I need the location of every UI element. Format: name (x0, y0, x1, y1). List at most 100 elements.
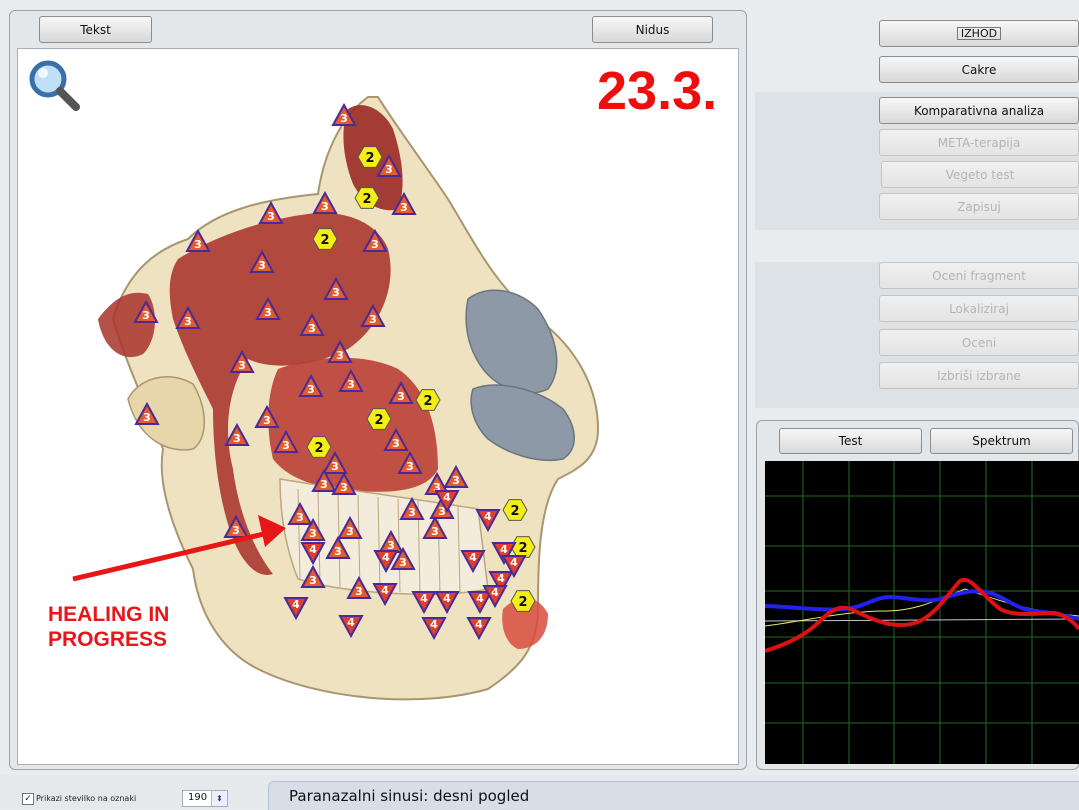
marker-size-value: 190 (188, 792, 208, 803)
vegeto-test-button[interactable]: Vegeto test (881, 161, 1079, 188)
marker-level-3[interactable]: 3 (258, 200, 284, 224)
marker-level-4[interactable]: 4 (373, 550, 399, 574)
marker-level-4[interactable]: 4 (434, 490, 460, 514)
marker-level-3[interactable]: 3 (255, 296, 281, 320)
komparativna-analiza-button[interactable]: Komparativna analiza (879, 97, 1079, 124)
marker-level-4[interactable]: 4 (338, 615, 364, 639)
marker-level-2[interactable]: 2 (306, 436, 332, 458)
marker-level-3[interactable]: 3 (391, 191, 417, 215)
svg-text:4: 4 (430, 618, 438, 631)
tekst-button[interactable]: Tekst (39, 16, 152, 43)
marker-level-3[interactable]: 3 (254, 404, 280, 428)
marker-level-2[interactable]: 2 (415, 389, 441, 411)
marker-level-4[interactable]: 4 (283, 597, 309, 621)
marker-level-3[interactable]: 3 (185, 228, 211, 252)
marker-level-3[interactable]: 3 (224, 422, 250, 446)
marker-level-3[interactable]: 3 (323, 276, 349, 300)
marker-level-3[interactable]: 3 (311, 468, 337, 492)
marker-level-3[interactable]: 3 (223, 514, 249, 538)
spinner-arrows-icon[interactable]: ⬍ (211, 791, 227, 806)
marker-level-3[interactable]: 3 (299, 312, 325, 336)
zapisuj-button[interactable]: Zapisuj (879, 193, 1079, 220)
marker-level-3[interactable]: 3 (287, 501, 313, 525)
marker-level-3[interactable]: 3 (133, 299, 159, 323)
marker-level-3[interactable]: 3 (422, 515, 448, 539)
marker-level-2[interactable]: 2 (366, 408, 392, 430)
svg-text:3: 3 (321, 200, 329, 213)
svg-text:4: 4 (420, 592, 428, 605)
show-number-label: Prikazi stevilko na oznaki (36, 794, 137, 803)
marker-level-4[interactable]: 4 (491, 542, 517, 566)
marker-level-4[interactable]: 4 (372, 583, 398, 607)
test-tab[interactable]: Test (779, 428, 922, 454)
marker-level-3[interactable]: 3 (331, 102, 357, 126)
marker-level-4[interactable]: 4 (475, 509, 501, 533)
marker-level-3[interactable]: 3 (312, 190, 338, 214)
marker-level-4[interactable]: 4 (501, 555, 527, 579)
marker-level-2[interactable]: 2 (354, 187, 380, 209)
marker-level-2[interactable]: 2 (510, 590, 536, 612)
marker-level-3[interactable]: 3 (249, 249, 275, 273)
marker-level-3[interactable]: 3 (273, 429, 299, 453)
marker-level-3[interactable]: 3 (383, 427, 409, 451)
marker-level-2[interactable]: 2 (357, 146, 383, 168)
svg-text:3: 3 (184, 315, 192, 328)
marker-level-4[interactable]: 4 (466, 617, 492, 641)
oceni-button[interactable]: Oceni (879, 329, 1079, 356)
marker-level-3[interactable]: 3 (298, 373, 324, 397)
svg-text:4: 4 (510, 556, 518, 569)
marker-level-2[interactable]: 2 (502, 499, 528, 521)
marker-level-2[interactable]: 2 (312, 228, 338, 250)
svg-text:3: 3 (355, 585, 363, 598)
marker-level-4[interactable]: 4 (467, 591, 493, 615)
healing-arrow (72, 515, 286, 582)
svg-text:4: 4 (491, 586, 499, 599)
nidus-button[interactable]: Nidus (592, 16, 713, 43)
svg-text:3: 3 (307, 383, 315, 396)
marker-level-4[interactable]: 4 (300, 542, 326, 566)
svg-text:2: 2 (518, 595, 527, 610)
marker-level-3[interactable]: 3 (325, 535, 351, 559)
marker-level-3[interactable]: 3 (360, 303, 386, 327)
marker-level-3[interactable]: 3 (390, 546, 416, 570)
svg-text:4: 4 (443, 491, 451, 504)
marker-level-3[interactable]: 3 (229, 349, 255, 373)
marker-level-3[interactable]: 3 (338, 368, 364, 392)
marker-level-3[interactable]: 3 (346, 575, 372, 599)
svg-text:2: 2 (320, 233, 329, 248)
marker-level-4[interactable]: 4 (411, 591, 437, 615)
marker-level-4[interactable]: 4 (488, 571, 514, 595)
marker-level-4[interactable]: 4 (482, 585, 508, 609)
marker-level-4[interactable]: 4 (434, 591, 460, 615)
izbrisi-izbrane-button[interactable]: Izbriši izbrane (879, 362, 1079, 389)
show-number-checkbox[interactable]: ✓ (22, 793, 34, 805)
marker-level-3[interactable]: 3 (337, 515, 363, 539)
marker-level-3[interactable]: 3 (443, 464, 469, 488)
marker-level-3[interactable]: 3 (134, 401, 160, 425)
marker-level-3[interactable]: 3 (327, 339, 353, 363)
marker-level-3[interactable]: 3 (322, 450, 348, 474)
svg-text:3: 3 (406, 460, 414, 473)
marker-level-3[interactable]: 3 (362, 228, 388, 252)
marker-level-3[interactable]: 3 (388, 380, 414, 404)
marker-level-3[interactable]: 3 (175, 305, 201, 329)
lokaliziraj-button[interactable]: Lokaliziraj (879, 295, 1079, 322)
marker-level-3[interactable]: 3 (397, 450, 423, 474)
spektrum-tab[interactable]: Spektrum (930, 428, 1073, 454)
svg-text:3: 3 (258, 259, 266, 272)
oceni-fragment-button[interactable]: Oceni fragment (879, 262, 1079, 289)
marker-level-3[interactable]: 3 (300, 517, 326, 541)
marker-size-spinner[interactable]: 190 ⬍ (182, 790, 228, 807)
marker-level-3[interactable]: 3 (399, 496, 425, 520)
marker-level-4[interactable]: 4 (460, 550, 486, 574)
zoom-icon[interactable] (29, 60, 80, 111)
marker-level-3[interactable]: 3 (331, 471, 357, 495)
meta-terapija-button[interactable]: META-terapija (879, 129, 1079, 156)
marker-level-4[interactable]: 4 (421, 617, 447, 641)
svg-text:3: 3 (408, 506, 416, 519)
cakre-button[interactable]: Cakre (879, 56, 1079, 83)
izhod-button[interactable]: IZHOD (879, 20, 1079, 47)
marker-level-3[interactable]: 3 (300, 564, 326, 588)
marker-level-3[interactable]: 3 (376, 153, 402, 177)
